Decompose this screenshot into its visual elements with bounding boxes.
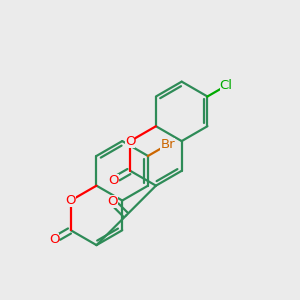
Text: O: O [125, 135, 136, 148]
Text: O: O [49, 233, 59, 246]
Text: O: O [107, 195, 118, 208]
Text: Cl: Cl [220, 79, 233, 92]
Text: O: O [108, 174, 119, 187]
Text: O: O [65, 194, 76, 207]
Text: Br: Br [160, 138, 175, 151]
